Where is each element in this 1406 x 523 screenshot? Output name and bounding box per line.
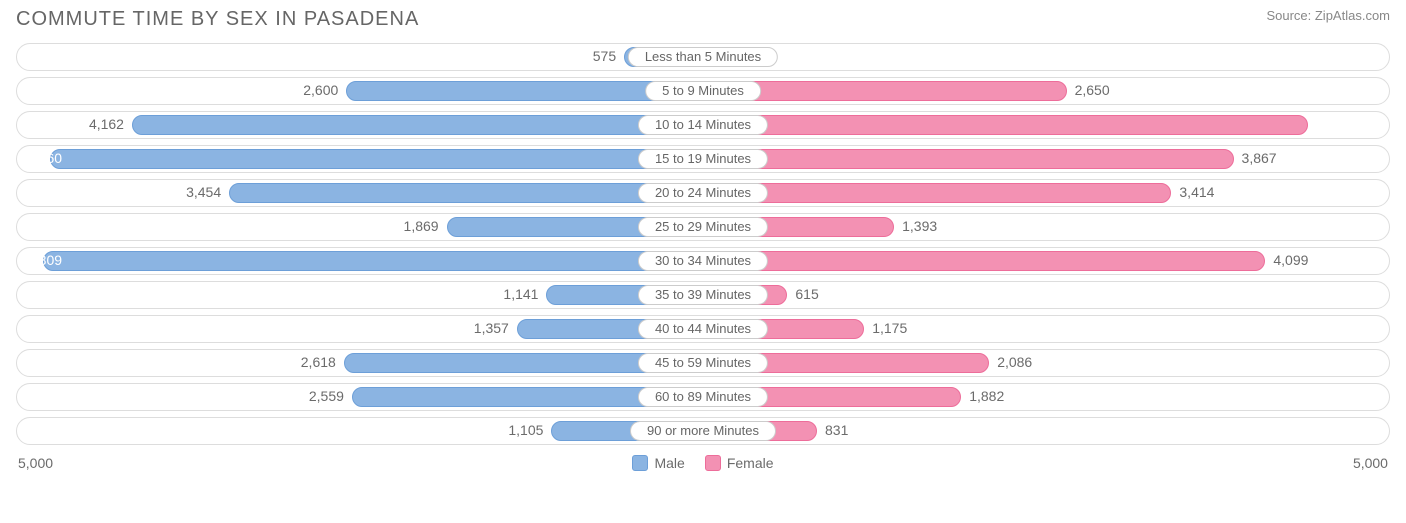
female-half: 4,406 xyxy=(703,112,1389,138)
female-half: 4,099 xyxy=(703,248,1389,274)
table-row: 1,357 1,175 40 to 44 Minutes xyxy=(16,315,1390,343)
category-label: Less than 5 Minutes xyxy=(628,47,778,67)
category-label: 45 to 59 Minutes xyxy=(638,353,768,373)
female-half: 3,867 xyxy=(703,146,1389,172)
female-value-label: 3,414 xyxy=(1179,184,1214,200)
female-bar xyxy=(703,251,1265,271)
male-value-label: 4,162 xyxy=(89,116,124,132)
table-row: 4,760 3,867 15 to 19 Minutes xyxy=(16,145,1390,173)
legend-swatch-female xyxy=(705,455,721,471)
axis-max-right: 5,000 xyxy=(1353,455,1388,471)
male-value-label: 1,141 xyxy=(503,286,538,302)
category-label: 40 to 44 Minutes xyxy=(638,319,768,339)
male-value-label: 1,357 xyxy=(474,320,509,336)
female-bar xyxy=(703,183,1171,203)
female-value-label: 615 xyxy=(795,286,818,302)
male-half: 4,760 xyxy=(17,146,703,172)
male-bar xyxy=(43,251,703,271)
female-half: 3,414 xyxy=(703,180,1389,206)
male-half: 1,141 xyxy=(17,282,703,308)
female-half: 615 xyxy=(703,282,1389,308)
male-value-label: 1,105 xyxy=(508,422,543,438)
category-label: 60 to 89 Minutes xyxy=(638,387,768,407)
chart-source: Source: ZipAtlas.com xyxy=(1266,8,1390,23)
male-value-label: 575 xyxy=(593,48,616,64)
category-label: 20 to 24 Minutes xyxy=(638,183,768,203)
female-half: 1,882 xyxy=(703,384,1389,410)
male-value-label: 2,559 xyxy=(309,388,344,404)
female-half: 831 xyxy=(703,418,1389,444)
table-row: 2,600 2,650 5 to 9 Minutes xyxy=(16,77,1390,105)
female-value-label: 4,099 xyxy=(1273,252,1308,268)
category-label: 30 to 34 Minutes xyxy=(638,251,768,271)
male-value-label: 2,600 xyxy=(303,82,338,98)
female-value-label: 1,882 xyxy=(969,388,1004,404)
table-row: 575 306Less than 5 Minutes xyxy=(16,43,1390,71)
diverging-bar-chart: 575 306Less than 5 Minutes 2,600 2,650 5 to … xyxy=(12,43,1394,445)
male-half: 4,162 xyxy=(17,112,703,138)
female-value-label: 831 xyxy=(825,422,848,438)
table-row: 4,809 4,099 30 to 34 Minutes xyxy=(16,247,1390,275)
category-label: 35 to 39 Minutes xyxy=(638,285,768,305)
table-row: 3,454 3,414 20 to 24 Minutes xyxy=(16,179,1390,207)
legend-swatch-male xyxy=(632,455,648,471)
legend: Male Female xyxy=(632,455,773,471)
male-value-label: 3,454 xyxy=(186,184,221,200)
male-half: 2,600 xyxy=(17,78,703,104)
male-half: 4,809 xyxy=(17,248,703,274)
female-half: 1,175 xyxy=(703,316,1389,342)
category-label: 10 to 14 Minutes xyxy=(638,115,768,135)
table-row: 4,162 4,406 10 to 14 Minutes xyxy=(16,111,1390,139)
category-label: 5 to 9 Minutes xyxy=(645,81,761,101)
chart-header: COMMUTE TIME BY SEX IN PASADENA Source: … xyxy=(12,8,1394,31)
female-value-label: 1,393 xyxy=(902,218,937,234)
female-half: 1,393 xyxy=(703,214,1389,240)
male-bar xyxy=(132,115,703,135)
axis-max-left: 5,000 xyxy=(18,455,53,471)
female-bar xyxy=(703,115,1308,135)
male-bar xyxy=(229,183,703,203)
legend-label-female: Female xyxy=(727,455,774,471)
female-value-label: 1,175 xyxy=(872,320,907,336)
legend-item-male: Male xyxy=(632,455,684,471)
male-value-label: 4,760 xyxy=(27,150,62,166)
category-label: 90 or more Minutes xyxy=(630,421,776,441)
table-row: 2,559 1,882 60 to 89 Minutes xyxy=(16,383,1390,411)
male-half: 1,105 xyxy=(17,418,703,444)
female-value-label: 2,086 xyxy=(997,354,1032,370)
male-half: 1,357 xyxy=(17,316,703,342)
male-half: 1,869 xyxy=(17,214,703,240)
female-half: 2,650 xyxy=(703,78,1389,104)
female-bar xyxy=(703,149,1234,169)
category-label: 25 to 29 Minutes xyxy=(638,217,768,237)
male-value-label: 2,618 xyxy=(301,354,336,370)
female-value-label: 4,406 xyxy=(1344,116,1379,132)
female-half: 306 xyxy=(703,44,1389,70)
chart-footer: 5,000 Male Female 5,000 xyxy=(12,451,1394,471)
table-row: 2,618 2,086 45 to 59 Minutes xyxy=(16,349,1390,377)
legend-item-female: Female xyxy=(705,455,774,471)
male-bar xyxy=(50,149,703,169)
category-label: 15 to 19 Minutes xyxy=(638,149,768,169)
female-value-label: 3,867 xyxy=(1242,150,1277,166)
male-half: 2,618 xyxy=(17,350,703,376)
table-row: 1,869 1,393 25 to 29 Minutes xyxy=(16,213,1390,241)
male-half: 575 xyxy=(17,44,703,70)
female-half: 2,086 xyxy=(703,350,1389,376)
legend-label-male: Male xyxy=(654,455,684,471)
female-value-label: 2,650 xyxy=(1075,82,1110,98)
chart-title: COMMUTE TIME BY SEX IN PASADENA xyxy=(16,8,419,31)
table-row: 1,105 831 90 or more Minutes xyxy=(16,417,1390,445)
male-half: 2,559 xyxy=(17,384,703,410)
male-value-label: 4,809 xyxy=(27,252,62,268)
male-half: 3,454 xyxy=(17,180,703,206)
male-value-label: 1,869 xyxy=(404,218,439,234)
table-row: 1,141 615 35 to 39 Minutes xyxy=(16,281,1390,309)
